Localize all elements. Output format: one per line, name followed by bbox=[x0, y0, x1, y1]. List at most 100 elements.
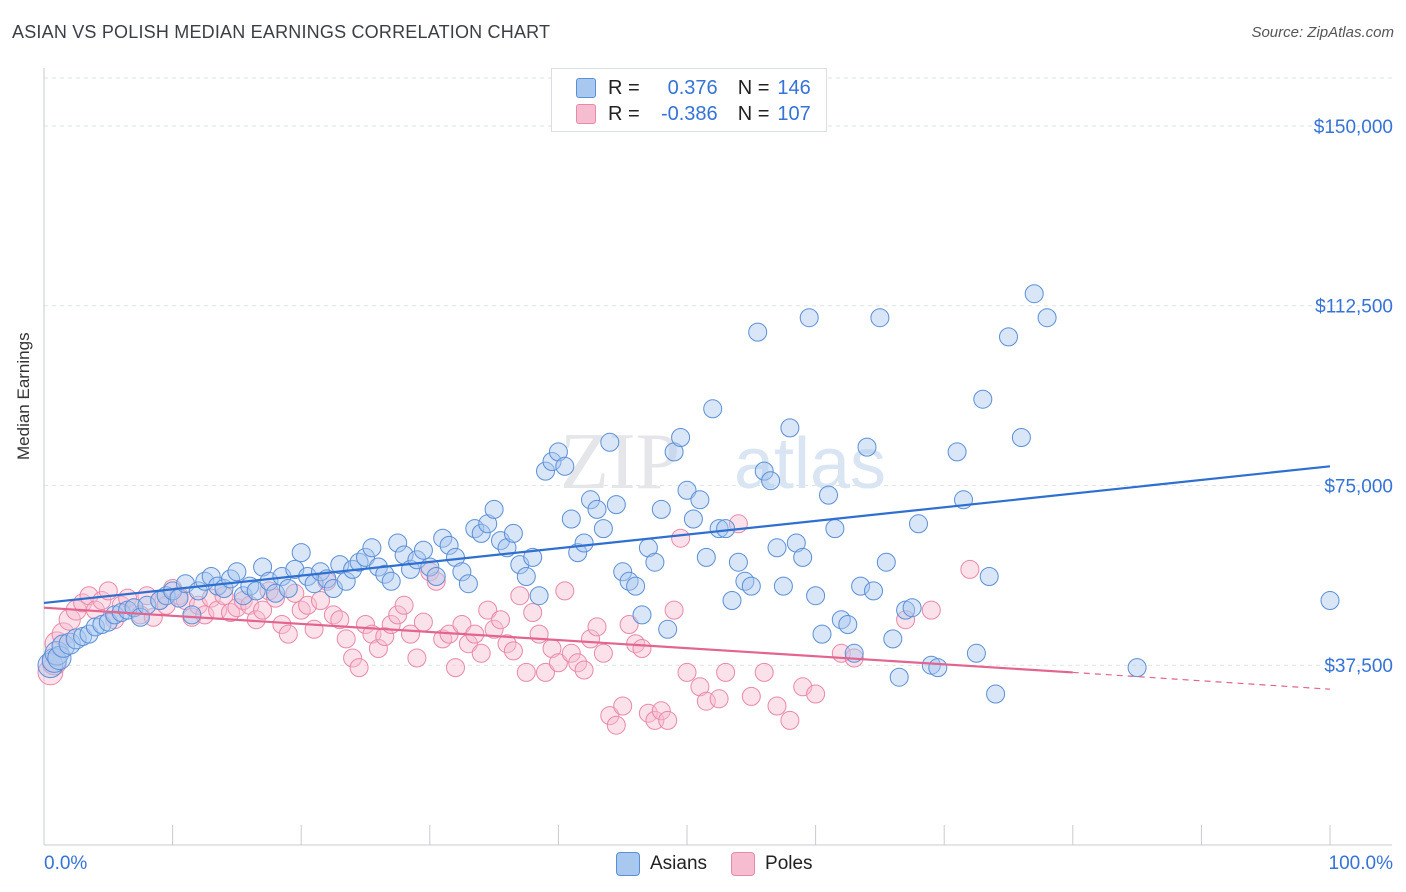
asians-point bbox=[336, 571, 356, 591]
legend-item-asians[interactable]: Asians bbox=[616, 852, 707, 876]
asians-point bbox=[1037, 308, 1057, 328]
asians-point bbox=[568, 543, 588, 563]
poles-point bbox=[471, 643, 491, 663]
asians-trend-line bbox=[43, 465, 1331, 605]
legend-n-label: N = bbox=[737, 76, 770, 99]
asians-point bbox=[458, 574, 478, 594]
asians-point bbox=[671, 428, 691, 447]
asians-point bbox=[696, 547, 716, 567]
asians-point bbox=[793, 547, 813, 567]
poles-point bbox=[240, 595, 260, 615]
poles-legend-label: Poles bbox=[765, 853, 813, 874]
asians-point bbox=[999, 327, 1018, 347]
legend-r-value: 0.376 bbox=[667, 76, 718, 99]
asians-point bbox=[1127, 658, 1147, 678]
watermark-atlas: atlas bbox=[734, 424, 886, 504]
poles-point bbox=[960, 559, 980, 579]
asians-point bbox=[362, 538, 382, 558]
poles-point bbox=[510, 586, 530, 606]
asians-series bbox=[37, 284, 1340, 704]
poles-point bbox=[651, 701, 671, 721]
asians-point bbox=[728, 552, 748, 572]
y-tick-label: $150,000 bbox=[1314, 117, 1393, 138]
poles-point bbox=[336, 629, 356, 649]
poles-legend-swatch bbox=[731, 852, 756, 876]
poles-point bbox=[426, 571, 446, 591]
asians-point bbox=[799, 308, 819, 328]
trend-lines bbox=[43, 465, 1331, 690]
poles-point bbox=[304, 619, 324, 639]
asians-point bbox=[503, 523, 523, 543]
asians-point bbox=[883, 629, 903, 649]
asians-point bbox=[561, 509, 581, 529]
poles-point bbox=[780, 710, 800, 730]
asians-point bbox=[555, 456, 575, 476]
asians-point bbox=[1011, 428, 1031, 447]
asians-point bbox=[542, 452, 562, 471]
poles-point bbox=[536, 662, 555, 682]
poles-point bbox=[413, 612, 433, 632]
asians-point bbox=[966, 643, 986, 663]
poles-point bbox=[529, 624, 549, 644]
poles-point bbox=[548, 653, 568, 673]
watermark: ZIP atlas bbox=[560, 418, 886, 506]
asians-point bbox=[426, 567, 446, 586]
asians-point bbox=[478, 514, 498, 534]
poles-point bbox=[478, 600, 498, 620]
poles-trend-extension bbox=[1072, 671, 1331, 690]
asians-point bbox=[864, 581, 883, 601]
poles-point bbox=[484, 619, 504, 639]
asians-point bbox=[1024, 284, 1044, 304]
poles-point bbox=[330, 610, 350, 630]
asians-point bbox=[253, 557, 273, 577]
poles-point bbox=[79, 586, 99, 606]
asians-point bbox=[857, 437, 877, 457]
legend-n-value: 107 bbox=[777, 102, 811, 125]
poles-point bbox=[266, 588, 285, 608]
legend-row-poles: R = -0.386 N = 107 bbox=[576, 102, 811, 126]
asians-point bbox=[973, 389, 993, 409]
asians-point bbox=[278, 579, 298, 598]
asians-point bbox=[651, 499, 671, 519]
legend-r-label: R = bbox=[608, 76, 640, 99]
poles-point bbox=[632, 639, 652, 658]
asians-point bbox=[606, 495, 626, 515]
asians-point bbox=[330, 555, 350, 575]
poles-point bbox=[491, 610, 510, 630]
poles-point bbox=[896, 610, 916, 630]
legend-n-value: 146 bbox=[777, 76, 811, 99]
asians-legend-swatch bbox=[616, 852, 640, 876]
poles-point bbox=[375, 627, 395, 646]
asians-point bbox=[574, 533, 594, 553]
asians-point bbox=[632, 605, 652, 625]
legend-item-poles[interactable]: Poles bbox=[731, 852, 813, 876]
poles-point bbox=[503, 641, 523, 661]
series-legend: Asians Poles bbox=[616, 852, 837, 876]
poles-point bbox=[664, 600, 684, 620]
asians-point bbox=[600, 432, 620, 452]
asians-point bbox=[593, 519, 613, 539]
asians-point bbox=[388, 533, 408, 553]
poles-point bbox=[741, 686, 761, 706]
poles-point bbox=[806, 684, 826, 704]
poles-point bbox=[523, 603, 543, 622]
legend-row-asians: R = 0.376 N = 146 bbox=[576, 76, 811, 100]
asians-point bbox=[664, 442, 684, 462]
asians-point bbox=[741, 576, 761, 596]
x-tick-labels: 0.0% 100.0% bbox=[44, 853, 1393, 874]
asians-point bbox=[819, 485, 838, 505]
asians-point bbox=[182, 605, 202, 625]
asians-point bbox=[484, 499, 504, 519]
asians-point bbox=[233, 586, 253, 606]
poles-point bbox=[593, 643, 613, 663]
asians-point bbox=[529, 586, 549, 606]
asians-point bbox=[1320, 591, 1340, 610]
asians-point bbox=[909, 514, 928, 534]
asians-point bbox=[709, 519, 729, 539]
asians-point bbox=[902, 598, 922, 618]
grid-lines bbox=[44, 77, 1392, 666]
asians-point bbox=[786, 533, 806, 553]
poles-point bbox=[214, 586, 234, 606]
axes bbox=[43, 68, 1392, 846]
